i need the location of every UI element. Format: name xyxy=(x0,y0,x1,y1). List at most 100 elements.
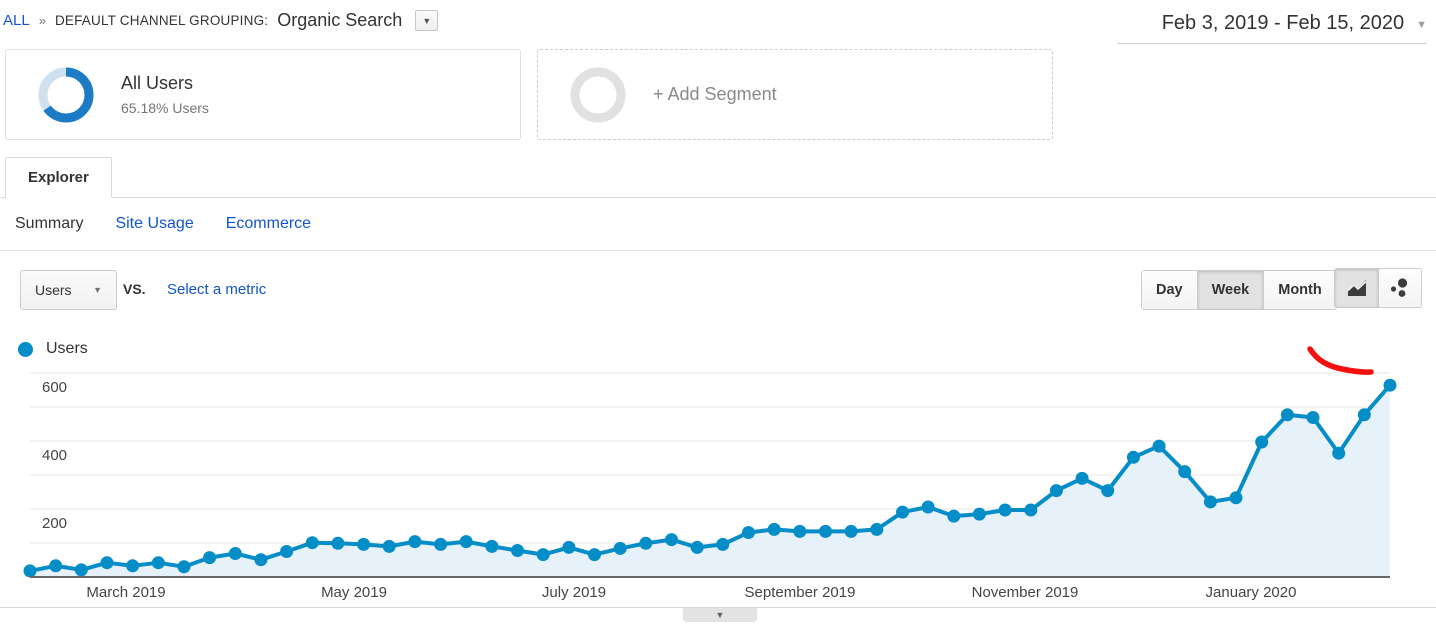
data-point[interactable] xyxy=(998,503,1012,517)
dimension-dropdown-button[interactable]: ▼ xyxy=(415,10,439,31)
data-point[interactable] xyxy=(100,556,114,570)
data-point[interactable] xyxy=(331,536,345,550)
data-point[interactable] xyxy=(536,548,550,562)
data-point[interactable] xyxy=(1357,408,1371,422)
data-point[interactable] xyxy=(896,505,909,519)
data-point[interactable] xyxy=(1332,446,1346,460)
add-segment-card[interactable]: + Add Segment xyxy=(537,49,1053,140)
caret-down-icon: ▼ xyxy=(715,609,725,620)
data-point[interactable] xyxy=(870,522,884,536)
segment-donut-icon xyxy=(38,67,94,122)
breadcrumb-dimension-label: DEFAULT CHANNEL GROUPING: xyxy=(54,13,269,28)
segment-card-all-users[interactable]: All Users 65.18% Users xyxy=(5,49,521,140)
data-point[interactable] xyxy=(1101,484,1115,498)
empty-ring-icon xyxy=(570,67,626,122)
metric-dropdown[interactable]: Users ▼ xyxy=(20,270,117,310)
subtab-summary[interactable]: Summary xyxy=(15,215,84,232)
data-point[interactable] xyxy=(1024,503,1038,517)
x-axis-label: May 2019 xyxy=(321,584,387,601)
data-point[interactable] xyxy=(305,536,319,550)
chart-legend: Users xyxy=(18,340,88,358)
breadcrumb-all-link[interactable]: ALL xyxy=(3,12,30,29)
x-axis-label: September 2019 xyxy=(745,584,856,601)
data-point[interactable] xyxy=(1049,484,1063,498)
data-point[interactable] xyxy=(382,539,396,553)
bottom-divider xyxy=(0,607,1436,608)
series-area xyxy=(30,385,1390,577)
data-point[interactable] xyxy=(357,537,371,551)
data-point[interactable] xyxy=(177,560,191,574)
chart-type-button-group xyxy=(1334,268,1422,308)
vs-label: VS. xyxy=(123,281,146,297)
x-axis-label: November 2019 xyxy=(972,584,1079,601)
granularity-day-button[interactable]: Day xyxy=(1142,271,1197,309)
data-point[interactable] xyxy=(588,548,601,562)
data-point[interactable] xyxy=(742,526,755,539)
data-point[interactable] xyxy=(49,559,63,573)
collapse-chart-button[interactable]: ▼ xyxy=(683,608,757,622)
data-point[interactable] xyxy=(228,547,242,560)
legend-dot-icon xyxy=(18,341,33,357)
data-point[interactable] xyxy=(639,536,653,550)
data-point[interactable] xyxy=(1152,439,1166,453)
data-point[interactable] xyxy=(613,541,627,555)
data-point[interactable] xyxy=(126,559,140,573)
granularity-month-button[interactable]: Month xyxy=(1263,271,1336,309)
data-point[interactable] xyxy=(485,539,499,553)
red-annotation-mark xyxy=(1307,346,1374,375)
tab-explorer[interactable]: Explorer xyxy=(5,157,112,198)
caret-down-icon: ▼ xyxy=(1416,19,1427,31)
y-axis-label: 400 xyxy=(42,447,67,464)
data-point[interactable] xyxy=(665,533,678,547)
subtab-ecommerce[interactable]: Ecommerce xyxy=(225,215,312,232)
data-point[interactable] xyxy=(562,540,576,554)
data-point[interactable] xyxy=(1383,378,1397,392)
select-metric-link[interactable]: Select a metric xyxy=(167,281,267,298)
data-point[interactable] xyxy=(1203,495,1217,509)
area-chart-icon xyxy=(1346,280,1367,296)
date-range-text: Feb 3, 2019 - Feb 15, 2020 xyxy=(1161,12,1405,34)
granularity-button-group: Day Week Month xyxy=(1141,270,1337,310)
data-point[interactable] xyxy=(1126,450,1140,464)
caret-down-icon: ▼ xyxy=(93,285,102,295)
granularity-week-button[interactable]: Week xyxy=(1196,271,1264,309)
data-point[interactable] xyxy=(280,545,294,558)
data-point[interactable] xyxy=(1306,411,1320,424)
data-point[interactable] xyxy=(819,524,832,538)
line-chart-type-button[interactable] xyxy=(1335,269,1378,307)
data-point[interactable] xyxy=(254,553,268,567)
data-point[interactable] xyxy=(434,537,448,551)
data-point[interactable] xyxy=(844,524,858,538)
data-point[interactable] xyxy=(1075,471,1089,485)
data-point[interactable] xyxy=(511,544,524,557)
data-point[interactable] xyxy=(74,563,88,577)
subtab-site-usage[interactable]: Site Usage xyxy=(115,215,194,232)
users-timeseries-chart[interactable]: 200 400 600 March 2019 May 2019 July 2019 Sept… xyxy=(0,335,1436,608)
data-point[interactable] xyxy=(921,500,935,514)
data-point[interactable] xyxy=(151,556,165,570)
segment-subtitle: 65.18% Users xyxy=(121,100,209,116)
data-point[interactable] xyxy=(767,522,781,536)
breadcrumb-separator: » xyxy=(38,13,46,28)
caret-down-icon: ▼ xyxy=(422,15,432,26)
data-point[interactable] xyxy=(972,507,986,521)
data-point[interactable] xyxy=(1178,465,1192,479)
data-point[interactable] xyxy=(23,564,37,578)
date-range-selector[interactable]: Feb 3, 2019 - Feb 15, 2020 ▼ xyxy=(1117,12,1427,44)
motion-chart-type-button[interactable] xyxy=(1378,269,1421,307)
y-axis-label: 600 xyxy=(42,379,67,396)
legend-label: Users xyxy=(46,340,88,357)
breadcrumb-dimension-value: Organic Search xyxy=(277,10,403,30)
data-point[interactable] xyxy=(203,551,217,565)
data-point[interactable] xyxy=(459,535,473,549)
tab-strip: Explorer xyxy=(0,157,1436,198)
data-point[interactable] xyxy=(947,509,961,523)
data-point[interactable] xyxy=(716,537,730,551)
data-point[interactable] xyxy=(690,540,704,554)
data-point[interactable] xyxy=(793,524,807,538)
data-point[interactable] xyxy=(1229,491,1243,505)
data-point[interactable] xyxy=(1255,435,1269,449)
data-point[interactable] xyxy=(1280,408,1294,422)
data-point[interactable] xyxy=(408,535,422,549)
